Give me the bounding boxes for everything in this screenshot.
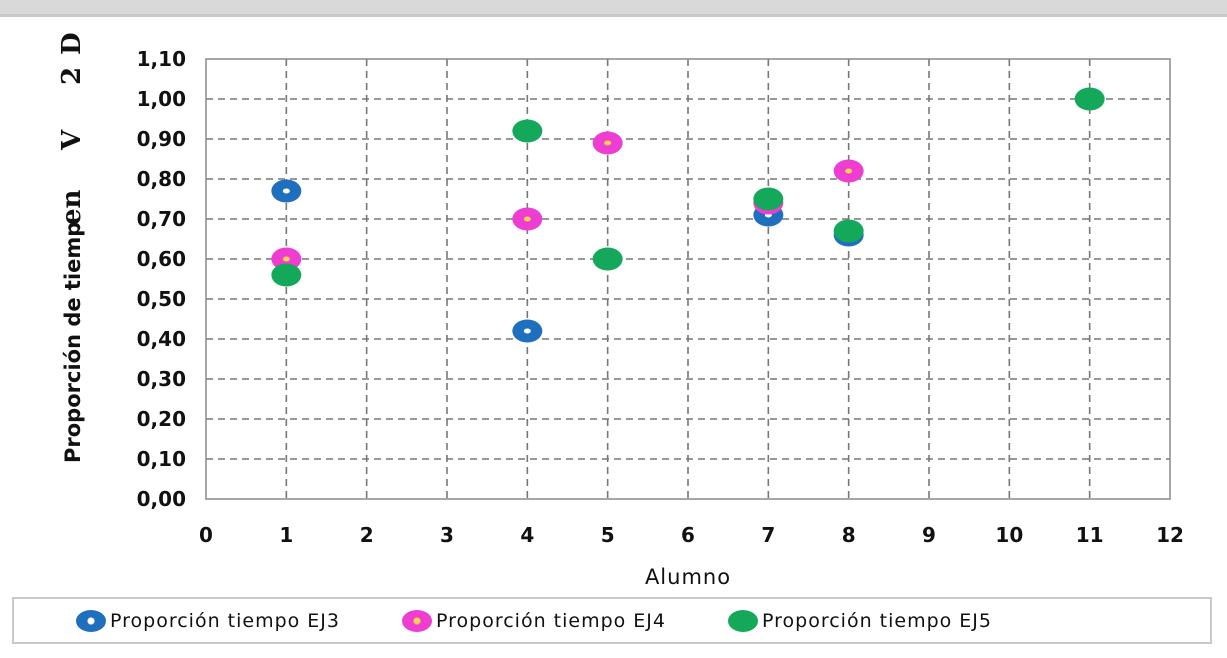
legend-label: Proporción tiempo EJ5 xyxy=(762,609,992,632)
legend-item-ej3: Proporción tiempo EJ3 xyxy=(76,609,340,632)
legend: Proporción tiempo EJ3 Proporción tiempo E… xyxy=(12,597,1212,644)
scatter-chart: 0,00 0,10 0,20 0,30 0,40 0,50 0,60 0,70 0,80 0,90… xyxy=(57,32,1184,589)
x-axis-title: Alumno xyxy=(645,565,731,589)
data-point-ej4 xyxy=(833,159,864,183)
data-points xyxy=(271,87,1105,343)
data-point-ej5 xyxy=(833,219,864,243)
data-point-ej3 xyxy=(271,179,302,203)
y-tick-label: 1,10 xyxy=(137,47,186,71)
legend-item-ej5: Proporción tiempo EJ5 xyxy=(728,609,992,632)
top-border-band xyxy=(0,0,1227,14)
y-axis-title-part: 2 xyxy=(57,67,87,85)
y-tick-label: 0,00 xyxy=(137,487,186,511)
y-tick-labels: 0,00 0,10 0,20 0,30 0,40 0,50 0,60 0,70 0,80 0,90… xyxy=(137,47,186,511)
x-tick-label: 1 xyxy=(279,523,293,547)
y-tick-label: 0,90 xyxy=(137,127,186,151)
legend-swatch-icon xyxy=(728,609,758,632)
top-border-line xyxy=(0,14,1227,17)
y-tick-label: 0,60 xyxy=(137,247,186,271)
grid-lines xyxy=(206,59,1170,499)
x-tick-label: 9 xyxy=(922,523,936,547)
legend-item-ej4: Proporción tiempo EJ4 xyxy=(402,609,666,632)
data-point-ej4 xyxy=(271,247,302,271)
x-tick-label: 11 xyxy=(1076,523,1104,547)
data-point-ej5 xyxy=(271,263,302,287)
y-tick-label: 0,50 xyxy=(137,287,186,311)
x-tick-labels: 0 1 2 3 4 5 6 7 8 9 10 11 12 xyxy=(199,523,1184,547)
x-tick-label: 4 xyxy=(520,523,534,547)
y-tick-label: 0,20 xyxy=(137,407,186,431)
y-axis-title-part: en xyxy=(57,189,87,225)
y-tick-label: 0,70 xyxy=(137,207,186,231)
y-tick-label: 0,40 xyxy=(137,327,186,351)
y-tick-label: 1,00 xyxy=(137,87,186,111)
x-tick-label: 6 xyxy=(681,523,695,547)
x-tick-label: 12 xyxy=(1156,523,1184,547)
x-tick-label: 5 xyxy=(601,523,615,547)
x-tick-label: 0 xyxy=(199,523,213,547)
y-axis-title-part: D xyxy=(57,32,87,55)
y-tick-label: 0,30 xyxy=(137,367,186,391)
data-point-ej4 xyxy=(592,131,623,155)
data-point-ej5 xyxy=(512,119,543,143)
legend-swatch-icon xyxy=(402,609,432,632)
data-point-ej5 xyxy=(753,187,784,211)
x-tick-label: 2 xyxy=(360,523,374,547)
data-point-ej5 xyxy=(1074,87,1105,111)
data-point-ej4 xyxy=(512,207,543,231)
x-tick-label: 10 xyxy=(995,523,1023,547)
y-axis-title-part: Proporción de tiemp xyxy=(61,222,85,463)
legend-label: Proporción tiempo EJ4 xyxy=(436,609,666,632)
y-tick-label: 0,80 xyxy=(137,167,186,191)
x-tick-label: 8 xyxy=(842,523,856,547)
x-tick-label: 3 xyxy=(440,523,454,547)
legend-swatch-icon xyxy=(76,609,106,632)
data-point-ej5 xyxy=(592,247,623,271)
y-tick-label: 0,10 xyxy=(137,447,186,471)
data-point-ej3 xyxy=(512,319,543,343)
y-axis-title-part: V xyxy=(57,129,87,151)
x-tick-label: 7 xyxy=(761,523,775,547)
plot-area-frame xyxy=(205,58,1171,500)
legend-label: Proporción tiempo EJ3 xyxy=(110,609,340,632)
